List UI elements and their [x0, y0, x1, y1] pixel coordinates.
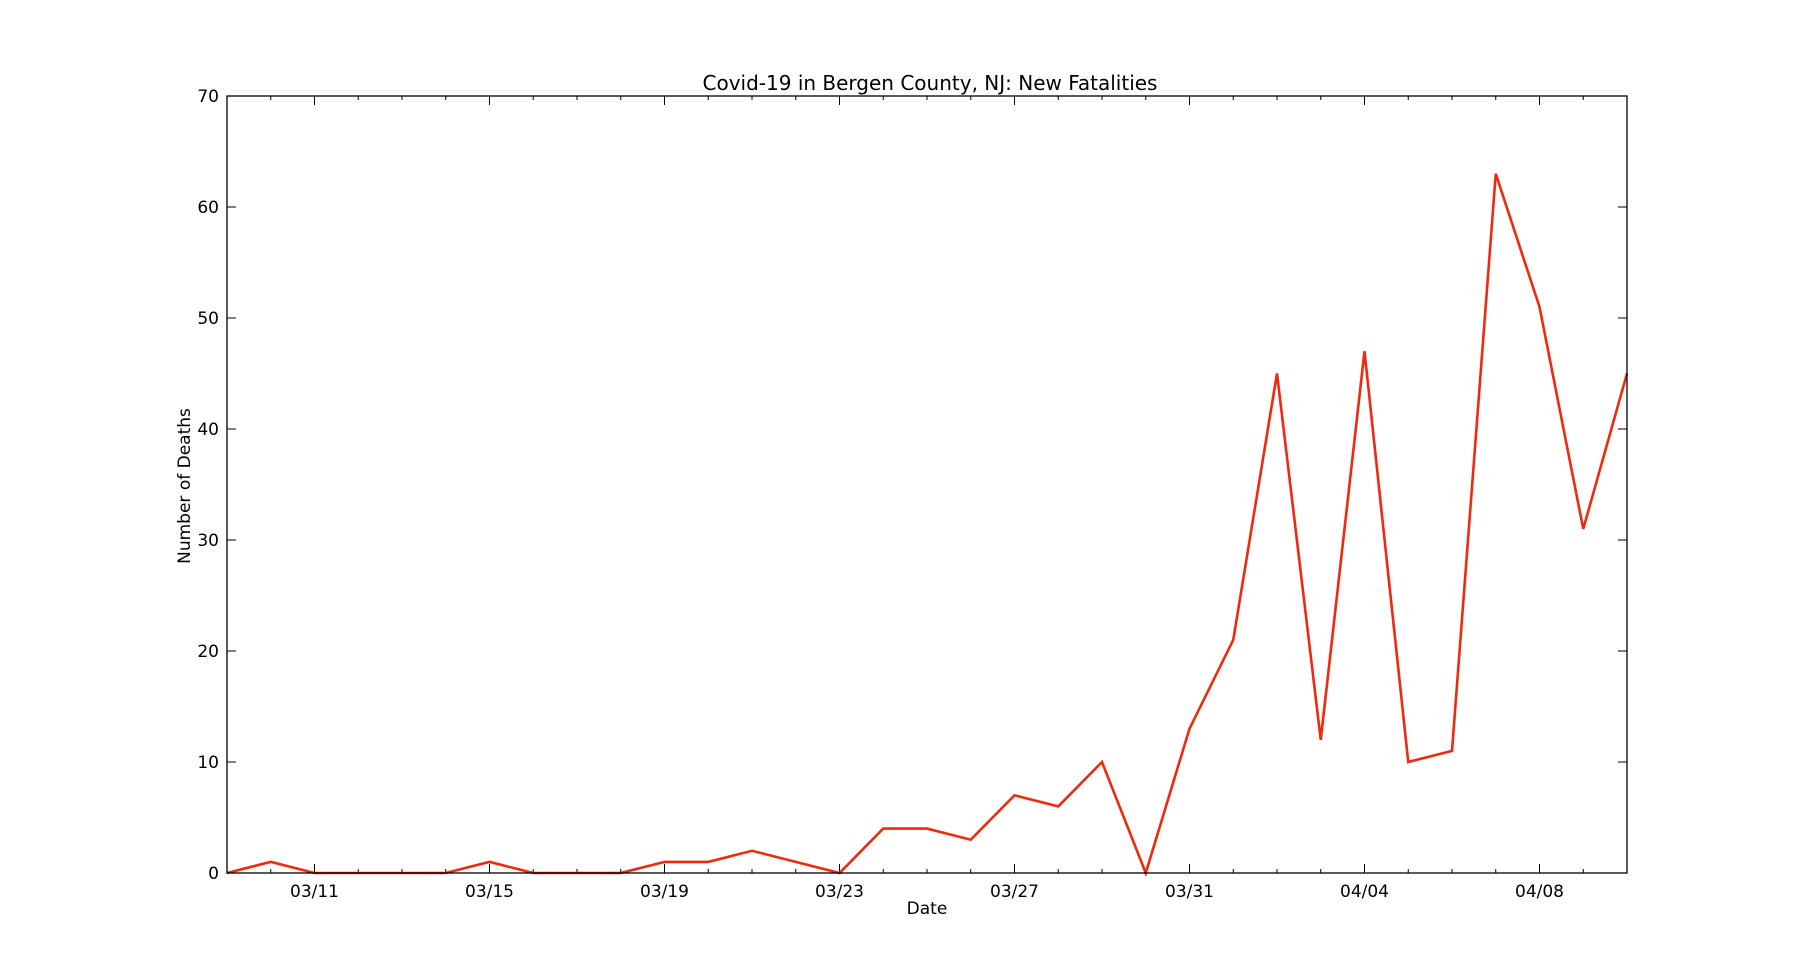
x-tick-label: 03/31	[1165, 882, 1214, 902]
y-tick-label: 70	[197, 87, 219, 107]
plot-area	[226, 173, 1629, 877]
y-tick-label: 30	[197, 531, 219, 551]
plot-frame	[226, 95, 1628, 874]
x-tick-label: 04/04	[1340, 882, 1389, 902]
x-tick-label: 03/15	[465, 882, 514, 902]
y-tick-label: 0	[208, 864, 219, 884]
series-line	[226, 173, 1629, 877]
chart-title: Covid-19 in Bergen County, NJ: New Fatal…	[703, 71, 1158, 95]
y-tick-label: 40	[197, 420, 219, 440]
y-axis-label: Number of Deaths	[175, 408, 195, 564]
x-tick-label: 03/11	[290, 882, 339, 902]
x-tick-label: 03/23	[815, 882, 864, 902]
x-tick-label: 04/08	[1515, 882, 1564, 902]
y-tick-label: 60	[197, 198, 219, 218]
x-tick-label: 03/27	[990, 882, 1039, 902]
y-tick-label: 20	[197, 642, 219, 662]
y-tick-label: 50	[197, 309, 219, 329]
ticks: 03/11 03/15 03/19 03/23 03/27 03/31 04/04 04/08…	[197, 87, 1628, 902]
x-tick-label: 03/19	[640, 882, 689, 902]
y-tick-label: 10	[197, 753, 219, 773]
x-axis-label: Date	[907, 899, 948, 919]
